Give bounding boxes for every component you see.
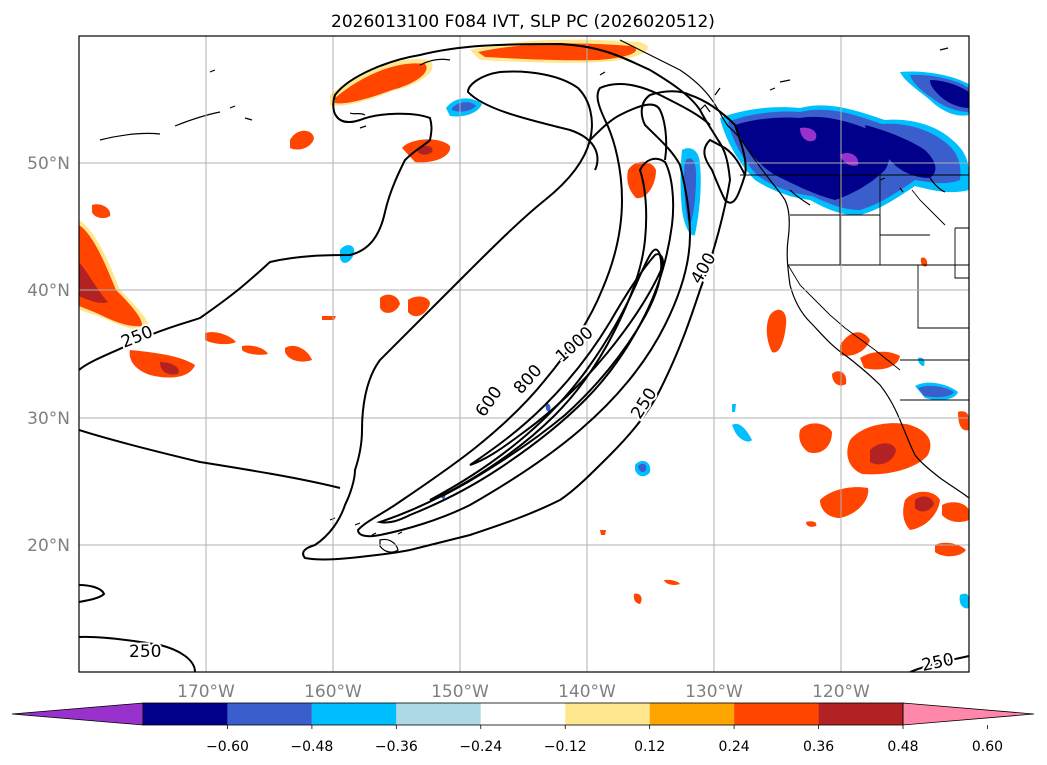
colorbar-segment [649, 703, 735, 725]
colorbar-segment [734, 703, 819, 725]
lon-label: 160°W [304, 682, 362, 702]
lon-label: 120°W [812, 682, 870, 702]
political-boundaries [740, 174, 969, 401]
colorbar-tick-label: 0.12 [634, 739, 665, 755]
contour-250-outer [79, 42, 732, 561]
contour-label-250-southeast: 250 [920, 650, 956, 676]
colorbar-segment [227, 703, 312, 725]
lat-label: 20°N [27, 536, 70, 556]
negative-anomaly-fills [340, 71, 969, 609]
colorbar-frame [142, 702, 904, 726]
colorbar-segment [143, 703, 228, 725]
colorbar-tick-label: 0.36 [803, 739, 834, 755]
colorbar-tick-label: −0.36 [375, 739, 418, 755]
positive-anomaly-fills [79, 39, 969, 604]
colorbar-segment [311, 703, 397, 725]
colorbar-segment [565, 703, 650, 725]
contour-250-east [589, 103, 668, 161]
contour-400 [703, 138, 747, 204]
colorbar-segment [396, 703, 481, 725]
ivt-contours [79, 42, 969, 672]
lat-label: 30°N [27, 409, 70, 429]
lon-label: 140°W [558, 682, 616, 702]
colorbar-segment [818, 703, 903, 725]
lat-label: 40°N [27, 281, 70, 301]
colorbar-extension-high [902, 702, 1035, 726]
longitude-labels: 170°W 160°W 150°W 140°W 130°W 120°W [177, 682, 870, 702]
contour-400-main [356, 83, 747, 538]
colorbar: −0.60 −0.48 −0.36 −0.24 −0.12 0.12 0.24 0.36 0.4… [11, 702, 1035, 755]
colorbar-tick-label: −0.12 [544, 739, 587, 755]
contour-250-w [79, 584, 106, 603]
colorbar-tick-label: −0.60 [206, 739, 249, 755]
contour-250-south [79, 429, 341, 489]
contour-250-sw [79, 635, 196, 672]
lon-label: 150°W [431, 682, 489, 702]
lat-label: 50°N [27, 154, 70, 174]
colorbar-tick-label: 0.48 [887, 739, 918, 755]
colorbar-tick-label: −0.24 [459, 739, 502, 755]
latitude-labels: 50°N 40°N 30°N 20°N [27, 154, 70, 556]
contour-250-se [909, 655, 969, 672]
map-plot-area: 250 600 800 1000 400 250 250 250 [79, 36, 969, 676]
contour-label-250-southwest: 250 [129, 642, 161, 662]
colorbar-tick-label: 0.60 [972, 739, 1003, 755]
colorbar-tick-label: 0.24 [719, 739, 750, 755]
plot-frame [78, 35, 970, 673]
lon-label: 170°W [177, 682, 235, 702]
colorbar-tick-label: −0.48 [290, 739, 333, 755]
lon-label: 130°W [685, 682, 743, 702]
contour-600 [376, 157, 675, 524]
contour-1000 [469, 253, 664, 466]
colorbar-segment [480, 703, 566, 725]
colorbar-extension-low [11, 702, 144, 726]
figure-title: 2026013100 F084 IVT, SLP PC (2026020512) [331, 12, 715, 32]
